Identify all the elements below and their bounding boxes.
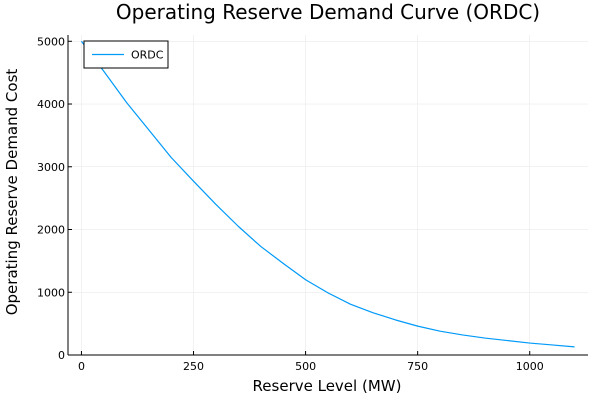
x-tick-label: 750 xyxy=(407,360,428,373)
chart-title: Operating Reserve Demand Curve (ORDC) xyxy=(116,0,540,24)
y-tick-label: 3000 xyxy=(37,161,65,174)
y-tick-label: 0 xyxy=(58,349,65,362)
legend: ORDC xyxy=(83,40,169,69)
ticks: 0 250 500 750 1000 0 1000 2000 3000 4000 5000 xyxy=(37,35,544,373)
x-tick-label: 0 xyxy=(78,360,85,373)
axes xyxy=(67,35,588,356)
x-axis-label: Reserve Level (MW) xyxy=(253,377,402,395)
y-tick-label: 2000 xyxy=(37,224,65,237)
y-axis-label: Operating Reserve Demand Cost xyxy=(3,69,21,316)
series-line-ordc xyxy=(80,40,575,348)
legend-label-ordc: ORDC xyxy=(131,49,164,62)
x-tick-label: 1000 xyxy=(516,360,544,373)
y-tick-label: 5000 xyxy=(37,35,65,48)
grid xyxy=(68,35,588,356)
series-layer xyxy=(80,40,575,348)
x-tick-label: 250 xyxy=(183,360,204,373)
x-tick-label: 500 xyxy=(295,360,316,373)
y-tick-label: 1000 xyxy=(37,286,65,299)
y-tick-label: 4000 xyxy=(37,98,65,111)
